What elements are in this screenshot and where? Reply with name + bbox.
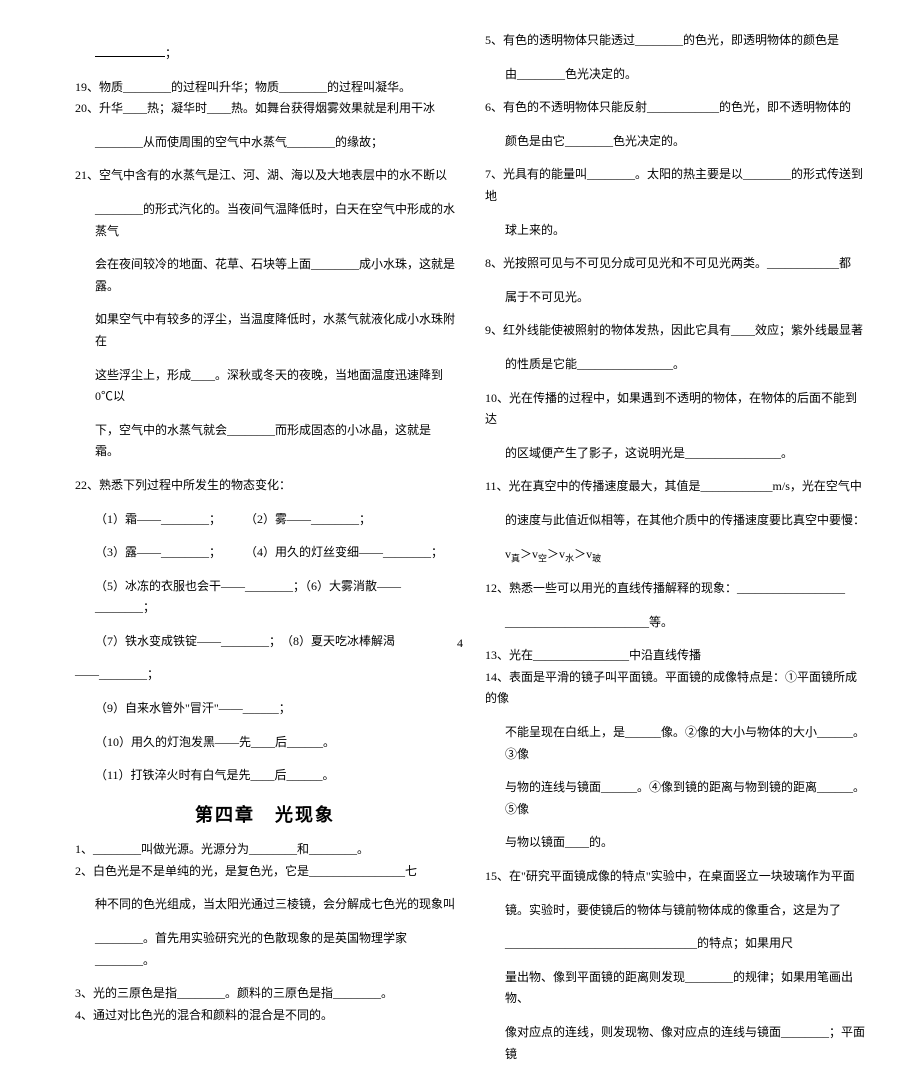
ch4-q10: 10、光在传播的过程中，如果遇到不透明的物体，在物体的后面不能到达 — [485, 388, 865, 431]
q22-s1: （1）霜——________； （2）雾——________； — [75, 509, 455, 531]
ch4-q14: 14、表面是平滑的镜子叫平面镜。平面镜的成像特点是：①平面镜所成的像 — [485, 667, 865, 710]
q22: 22、熟悉下列过程中所发生的物态变化： — [75, 475, 455, 497]
ch4-q8b: 属于不可见光。 — [485, 287, 865, 309]
ch4-q7: 7、光具有的能量叫________。太阳的热主要是以________的形式传送到… — [485, 164, 865, 207]
ch4-q14d: 与物以镜面____的。 — [485, 832, 865, 854]
q21c: 会在夜间较冷的地面、花草、石块等上面________成小水珠，这就是露。 — [75, 254, 455, 297]
ch4-q11b: 的速度与此值近似相等，在其他介质中的传播速度要比真空中要慢： — [485, 510, 865, 532]
ch4-q11: 11、光在真空中的传播速度最大，其值是____________m/s，光在空气中 — [485, 476, 865, 498]
ch4-q15c: ________________________________的特点；如果用尺 — [485, 933, 865, 955]
ch4-q11c: v真＞v空＞v水＞v玻 — [485, 544, 865, 567]
ch4-q6: 6、有色的不透明物体只能反射____________的色光，即不透明物体的 — [485, 97, 865, 119]
ch4-q2b: 种不同的色光组成，当太阳光通过三棱镜，会分解成七色光的现象叫 — [75, 894, 455, 916]
ch4-q15d: 量出物、像到平面镜的距离则发现________的规律；如果用笔画出物、 — [485, 967, 865, 1010]
q20b: ________从而使周围的空气中水蒸气________的缘故； — [75, 132, 455, 154]
ch4-q12: 12、熟悉一些可以用光的直线传播解释的现象：__________________ — [485, 578, 865, 600]
q22-s9: （9）自来水管外"冒汗"——______； — [75, 698, 455, 720]
ch4-q4: 4、通过对比色光的混合和颜料的混合是不同的。 — [75, 1005, 455, 1027]
q22-s7: （7）铁水变成铁锭——________； （8）夏天吃冰棒解渴 — [75, 631, 455, 653]
ch4-q2c: ________。首先用实验研究光的色散现象的是英国物理学家________。 — [75, 928, 455, 971]
ch4-q15b: 镜。实验时，要使镜后的物体与镜前物体成的像重合，这是为了 — [485, 900, 865, 922]
chapter-title: 第四章 光现象 — [75, 799, 455, 831]
ch4-q8: 8、光按照可见与不可见分成可见光和不可见光两类。____________都 — [485, 253, 865, 275]
q22-s10: （10）用久的灯泡发黑——先____后______。 — [75, 732, 455, 754]
ch4-q5b: 由________色光决定的。 — [485, 64, 865, 86]
q22-s11: （11）打铁淬火时有白气是先____后______。 — [75, 765, 455, 787]
q22-s5: （5）冰冻的衣服也会干——________；（6）大雾消散——________； — [75, 576, 455, 619]
q21e: 这些浮尘上，形成____。深秋或冬天的夜晚，当地面温度迅速降到0℃以 — [75, 365, 455, 408]
line-blank-start: ； — [75, 42, 455, 65]
ch4-q1: 1、________叫做光源。光源分为________和________。 — [75, 839, 455, 861]
ch4-q2: 2、白色光是不是单纯的光，是复色光，它是________________七 — [75, 861, 455, 883]
ch4-q9b: 的性质是它能________________。 — [485, 354, 865, 376]
q21d: 如果空气中有较多的浮尘，当温度降低时，水蒸气就液化成小水珠附在 — [75, 309, 455, 352]
ch4-q15e: 像对应点的连线，则发现物、像对应点的连线与镜面________；平面镜 — [485, 1022, 865, 1065]
ch4-q5: 5、有色的透明物体只能透过________的色光，即透明物体的颜色是 — [485, 30, 865, 52]
ch4-q7b: 球上来的。 — [485, 220, 865, 242]
ch4-q14b: 不能呈现在白纸上，是______像。②像的大小与物体的大小______。③像 — [485, 722, 865, 765]
ch4-q13: 13、光在________________中沿直线传播 — [485, 645, 865, 667]
q19: 19、物质________的过程叫升华；物质________的过程叫凝华。 — [75, 77, 455, 99]
ch4-q6b: 颜色是由它________色光决定的。 — [485, 131, 865, 153]
q22-s3: （3）露——________； （4）用久的灯丝变细——________； — [75, 542, 455, 564]
q20: 20、升华____热；凝华时____热。如舞台获得烟雾效果就是利用干冰 — [75, 98, 455, 120]
q21b: ________的形式汽化的。当夜间气温降低时，白天在空气中形成的水蒸气 — [75, 199, 455, 242]
q21f: 下，空气中的水蒸气就会________而形成固态的小冰晶，这就是 霜。 — [75, 420, 455, 463]
ch4-q14c: 与物的连线与镜面______。④像到镜的距离与物到镜的距离______。⑤像 — [485, 777, 865, 820]
ch4-q15: 15、在"研究平面镜成像的特点"实验中，在桌面竖立一块玻璃作为平面 — [485, 866, 865, 888]
ch4-q10b: 的区域便产生了影子，这说明光是________________。 — [485, 443, 865, 465]
q22-s8d: ——________； — [75, 664, 455, 686]
ch4-q3: 3、光的三原色是指________。颜料的三原色是指________。 — [75, 983, 455, 1005]
ch4-q12b: ________________________等。 — [485, 612, 865, 634]
q21: 21、空气中含有的水蒸气是江、河、湖、海以及大地表层中的水不断以 — [75, 165, 455, 187]
ch4-q9: 9、红外线能使被照射的物体发热，因此它具有____效应；紫外线最显著 — [485, 320, 865, 342]
